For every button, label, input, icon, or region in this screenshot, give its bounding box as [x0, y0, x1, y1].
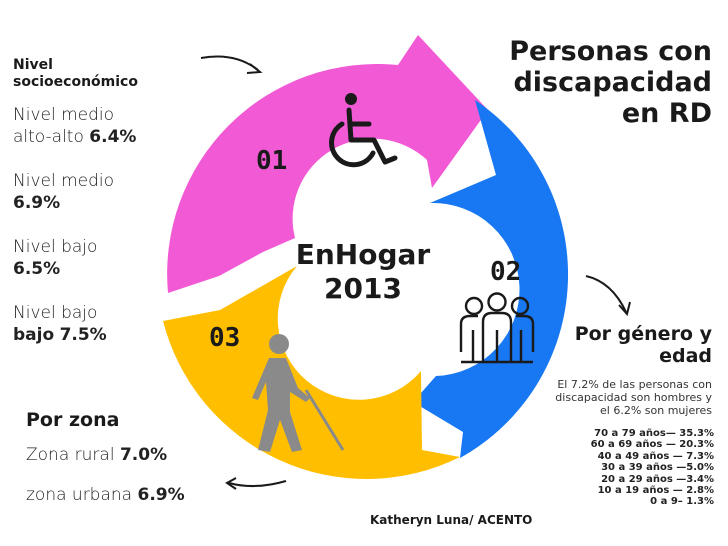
segment-02-blue	[413, 100, 569, 458]
socio-item-4-label-b: bajo	[13, 325, 55, 345]
age-row: 30 a 39 años —5.0%	[601, 462, 714, 474]
group-of-people-icon	[459, 292, 535, 364]
segment-03-number: 03	[209, 323, 241, 353]
socio-item-2-label: Nivel medio	[13, 171, 115, 191]
age-row: 20 a 29 años —3.4%	[601, 473, 714, 485]
socio-item-3-value: 6.5%	[13, 259, 61, 279]
genero-note-line-1: El 7.2% de las personas con	[557, 378, 712, 391]
segment-03-yellow	[163, 266, 460, 479]
title-line-2: discapacidad	[513, 67, 712, 98]
segment-01-pink	[167, 35, 488, 293]
genero-heading-line-2: edad	[659, 345, 712, 367]
genero-note-line-2: discapacidad son hombres y	[555, 391, 712, 404]
socio-item-4-label-a: Nivel bajo	[13, 303, 98, 323]
socio-heading-line-2: socioeconómico	[13, 74, 138, 90]
segment-02-number: 02	[490, 257, 522, 287]
blind-person-cane-icon	[252, 334, 345, 452]
socio-item-3-label: Nivel bajo	[13, 237, 98, 257]
genero-note: El 7.2% de las personas con discapacidad…	[555, 378, 712, 417]
zona-heading: Por zona	[26, 409, 120, 431]
socio-item-3: Nivel bajo 6.5%	[13, 236, 97, 280]
age-row: 40 a 49 años — 7.3%	[597, 450, 714, 462]
zona-item-rural: Zona rural 7.0%	[26, 444, 167, 466]
socio-item-1-label-a: Nivel medio	[13, 105, 115, 125]
arrow-right-head	[618, 301, 631, 317]
socio-item-1-value: 6.4%	[89, 127, 137, 147]
socio-heading: Nivel socioeconómico	[13, 57, 138, 91]
zona-item-urbana: zona urbana 6.9%	[26, 484, 185, 506]
genero-heading: Por género y edad	[575, 323, 712, 367]
age-row: 10 a 19 años — 2.8%	[597, 485, 714, 497]
socio-item-1-label-b: alto-alto	[13, 127, 84, 147]
zona-rural-value: 7.0%	[119, 445, 168, 465]
age-list: 70 a 79 años— 35.3% 60 a 69 años — 20.3%…	[591, 428, 714, 508]
segment-01-number: 01	[256, 146, 288, 176]
genero-note-line-3: el 6.2% son mujeres	[600, 404, 712, 417]
zona-urbana-value: 6.9%	[137, 485, 185, 505]
arrow-top	[200, 55, 259, 71]
page-title: Personas con discapacidad en RD	[509, 36, 712, 129]
age-row: 0 a 9– 1.3%	[650, 496, 714, 508]
socio-heading-line-1: Nivel	[13, 57, 53, 73]
center-line-1: EnHogar	[295, 238, 431, 271]
credit-text: Katheryn Luna/ ACENTO	[370, 513, 533, 527]
socio-item-2-value: 6.9%	[13, 193, 61, 213]
center-line-2: 2013	[324, 272, 402, 305]
zona-rural-label: Zona rural	[26, 445, 115, 465]
center-label: EnHogar 2013	[290, 238, 436, 306]
socio-item-4: Nivel bajo bajo 7.5%	[13, 302, 107, 346]
arrow-bottom	[228, 480, 287, 487]
socio-item-4-value: 7.5%	[59, 325, 107, 345]
arrow-bottom-head	[225, 477, 237, 490]
zona-urbana-label: zona urbana	[26, 485, 133, 505]
arrow-right	[585, 275, 627, 313]
arrow-top-head	[246, 63, 263, 74]
genero-heading-line-1: Por género y	[574, 323, 712, 345]
title-line-1: Personas con	[509, 36, 712, 67]
age-row: 60 a 69 años — 20.3%	[590, 439, 714, 451]
age-row: 70 a 79 años— 35.3%	[594, 428, 714, 439]
socio-item-1: Nivel medio alto-alto 6.4%	[13, 104, 136, 148]
socio-item-2: Nivel medio 6.9%	[13, 170, 114, 214]
title-line-3: en RD	[621, 98, 712, 129]
wheelchair-icon	[329, 93, 398, 168]
